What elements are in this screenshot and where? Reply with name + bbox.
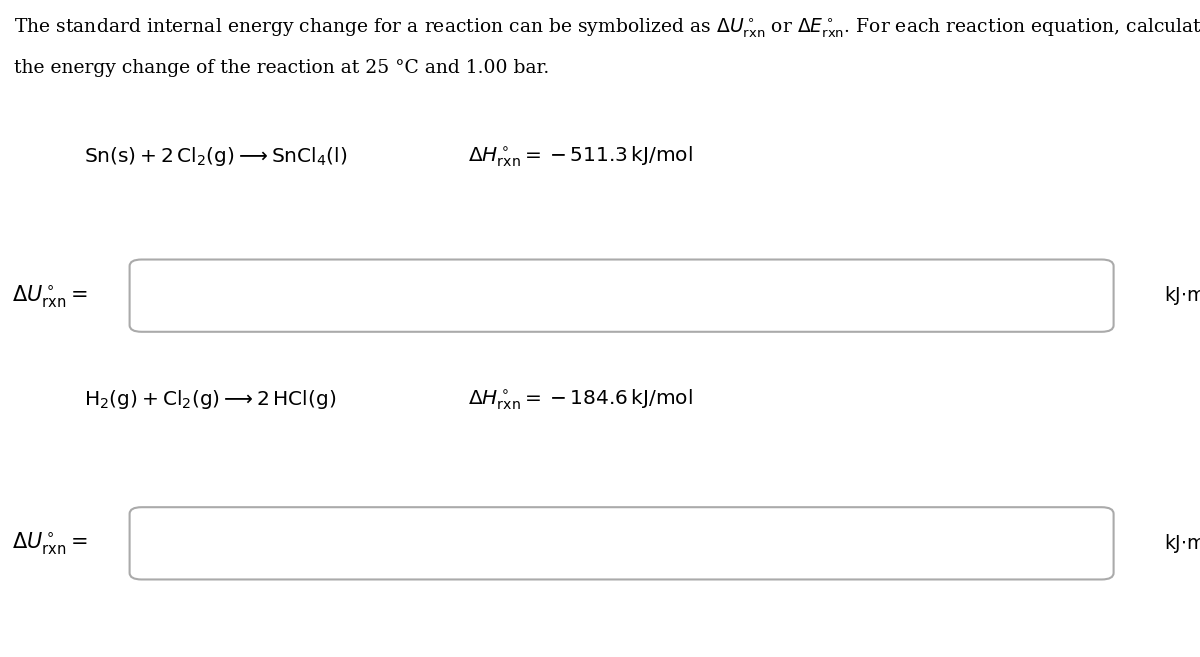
Text: $\mathrm{kJ{\cdot}mol^{-1}}$: $\mathrm{kJ{\cdot}mol^{-1}}$ xyxy=(1164,283,1200,308)
FancyBboxPatch shape xyxy=(130,260,1114,332)
Text: $\mathrm{kJ{\cdot}mol^{-1}}$: $\mathrm{kJ{\cdot}mol^{-1}}$ xyxy=(1164,531,1200,556)
Text: $\mathrm{Sn(s) + 2\,Cl_2(g) \longrightarrow SnCl_4(l)}$: $\mathrm{Sn(s) + 2\,Cl_2(g) \longrightar… xyxy=(84,145,348,168)
Text: $\Delta U^\circ_{\mathrm{rxn}} =$: $\Delta U^\circ_{\mathrm{rxn}} =$ xyxy=(12,530,88,556)
FancyBboxPatch shape xyxy=(130,507,1114,579)
Text: the energy change of the reaction at 25 °C and 1.00 bar.: the energy change of the reaction at 25 … xyxy=(14,59,550,77)
Text: $\Delta H^\circ_{\mathrm{rxn}} = -511.3\,\mathrm{kJ/mol}$: $\Delta H^\circ_{\mathrm{rxn}} = -511.3\… xyxy=(468,145,692,169)
Text: $\mathrm{H_2(g) + Cl_2(g) \longrightarrow 2\,HCl(g)}$: $\mathrm{H_2(g) + Cl_2(g) \longrightarro… xyxy=(84,388,336,411)
Text: The standard internal energy change for a reaction can be symbolized as $\Delta : The standard internal energy change for … xyxy=(14,16,1200,40)
Text: $\Delta U^\circ_{\mathrm{rxn}} =$: $\Delta U^\circ_{\mathrm{rxn}} =$ xyxy=(12,283,88,309)
Text: $\Delta H^\circ_{\mathrm{rxn}} = -184.6\,\mathrm{kJ/mol}$: $\Delta H^\circ_{\mathrm{rxn}} = -184.6\… xyxy=(468,388,692,412)
